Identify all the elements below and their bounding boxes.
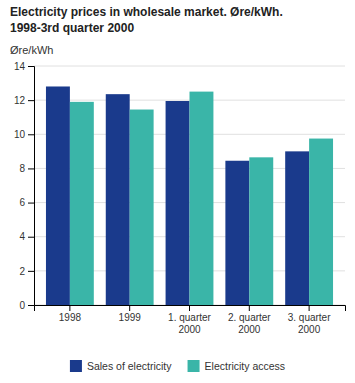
- y-axis: 0 2 4 6 8 10 12 14: [14, 61, 35, 311]
- y-tick-label: 4: [19, 231, 25, 242]
- legend-swatch: [188, 360, 200, 372]
- x-tick: 1999: [119, 305, 142, 323]
- bar: [70, 102, 94, 305]
- x-tick-label: 2. quarter2000: [228, 312, 271, 335]
- x-tick-mark: [249, 305, 250, 311]
- x-tick-label: 3. quarter2000: [288, 312, 331, 335]
- subtitle: 1998-3rd quarter 2000: [10, 21, 134, 35]
- y-tick-label: 8: [19, 163, 25, 174]
- y-tick-label: 12: [14, 95, 26, 106]
- y-tick: 0: [19, 300, 34, 311]
- bar: [285, 151, 309, 305]
- x-tick: 1998: [59, 305, 82, 323]
- y-tick-label: 2: [19, 266, 25, 277]
- legend-item: Sales of electricity: [70, 360, 172, 372]
- y-axis-line: [28, 67, 35, 306]
- x-tick: 1. quarter2000: [168, 305, 211, 335]
- x-tick-mark: [309, 305, 310, 311]
- legend-label: Sales of electricity: [87, 360, 172, 372]
- bar: [130, 110, 154, 305]
- legend-item: Electricity access: [188, 360, 286, 372]
- y-tick-mark: [28, 271, 34, 272]
- legend-label: Electricity access: [205, 360, 286, 372]
- bar: [106, 94, 130, 305]
- y-tick: 10: [14, 129, 34, 140]
- bar: [190, 92, 214, 305]
- y-tick-mark: [28, 203, 34, 204]
- grid-line: [34, 66, 345, 67]
- title: Electricity prices in wholesale market. …: [10, 5, 283, 19]
- y-tick-mark: [28, 66, 34, 67]
- x-tick-label: 1998: [59, 312, 82, 323]
- y-tick: 14: [14, 61, 34, 72]
- bars: [46, 86, 333, 305]
- bar: [166, 101, 190, 305]
- bar: [249, 157, 273, 305]
- y-tick: 12: [14, 95, 34, 106]
- y-tick-label: 6: [19, 197, 25, 208]
- y-tick: 6: [19, 197, 34, 208]
- y-tick: 2: [19, 266, 34, 277]
- y-tick-mark: [28, 305, 34, 306]
- y-tick: 8: [19, 163, 34, 174]
- y-tick-mark: [28, 168, 34, 169]
- y-tick-label: 10: [14, 129, 26, 140]
- x-tick: 2. quarter2000: [228, 305, 271, 335]
- x-tick-label: 1. quarter2000: [168, 312, 211, 335]
- grid: [34, 66, 345, 305]
- chart: Electricity prices in wholesale market. …: [0, 0, 355, 383]
- y-tick-mark: [28, 100, 34, 101]
- legend-swatch: [70, 360, 82, 372]
- y-tick: 4: [19, 231, 34, 242]
- y-tick-label: 14: [14, 61, 26, 72]
- x-tick: 3. quarter2000: [288, 305, 331, 335]
- x-tick-label: 1999: [119, 312, 142, 323]
- plot: 0 2 4 6 8 10 12 14 1998 1999 1. quarter2000 2. quar…: [14, 61, 346, 335]
- bar: [225, 161, 249, 305]
- y-tick-mark: [28, 134, 34, 135]
- x-axis: 1998 1999 1. quarter2000 2. quarter2000 3. q…: [35, 305, 346, 335]
- legend: Sales of electricity Electricity access: [70, 360, 285, 372]
- y-axis-title: Øre/kWh: [10, 44, 53, 56]
- x-tick-mark: [129, 305, 130, 311]
- x-axis-line: [35, 306, 346, 312]
- x-tick-mark: [69, 305, 70, 311]
- bar: [309, 139, 333, 305]
- y-tick-label: 0: [19, 300, 25, 311]
- x-tick-mark: [189, 305, 190, 311]
- bar: [46, 86, 70, 305]
- y-tick-mark: [28, 237, 34, 238]
